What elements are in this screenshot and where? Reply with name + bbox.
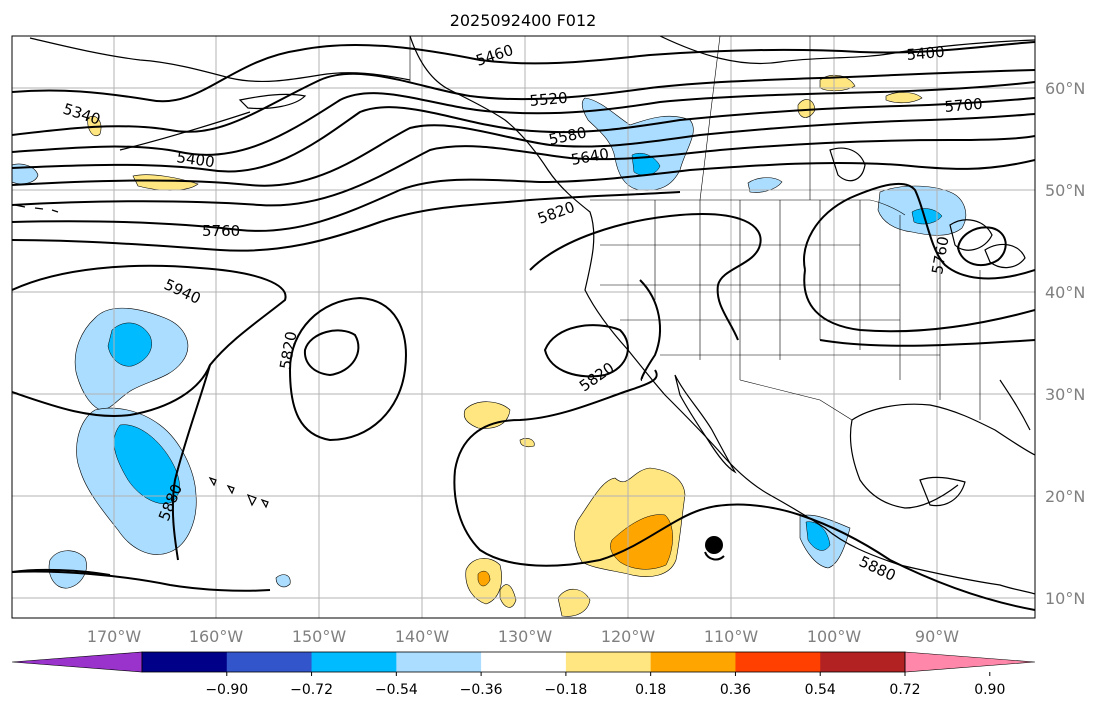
colorbar-bin — [565, 652, 652, 672]
contour-label: 5520 — [529, 89, 569, 110]
colorbar-tick-label: 0.36 — [720, 682, 751, 698]
colorbar-bin — [650, 652, 736, 672]
colorbar-extend-low — [11, 651, 143, 673]
longitude-labels: 170°W 160°W 150°W 140°W 130°W 120°W 110°W 100°W… — [87, 627, 959, 646]
colorbar-extend-high — [904, 651, 1036, 673]
longitude-label: 100°W — [807, 627, 862, 646]
colorbar-tick-label: −0.90 — [205, 682, 248, 698]
neg-anomaly-region — [48, 550, 87, 589]
colorbar-tick-label: 0.72 — [889, 682, 920, 698]
pos-anomaly-region — [885, 92, 923, 104]
colorbar-tick-label: −0.72 — [290, 682, 333, 698]
longitude-label: 120°W — [601, 627, 656, 646]
colorbar-tick-label: 0.90 — [974, 682, 1005, 698]
pos-anomaly-region — [519, 438, 535, 448]
latitude-label: 40°N — [1045, 283, 1085, 302]
latitude-label: 20°N — [1045, 487, 1085, 506]
map-title: 2025092400 F012 — [450, 11, 597, 30]
colorbar: −0.90 −0.72 −0.54 −0.36 −0.18 0.18 0.36 0.54 0.7… — [11, 651, 1036, 698]
longitude-label: 110°W — [704, 627, 759, 646]
contour-label: 5700 — [944, 95, 984, 116]
neg-anomaly-region — [747, 177, 783, 193]
height-contours — [12, 41, 1035, 611]
neg-anomaly-region — [12, 163, 39, 185]
latitude-label: 30°N — [1045, 385, 1085, 404]
contour-label: 5760 — [202, 222, 240, 240]
contour-label: 5400 — [906, 43, 946, 64]
lat-lon-grid — [12, 36, 1035, 618]
colorbar-bin — [481, 652, 567, 672]
colorbar-bin — [142, 652, 228, 672]
latitude-label: 50°N — [1045, 181, 1085, 200]
colorbar-bin — [226, 652, 313, 672]
longitude-label: 150°W — [292, 627, 347, 646]
colorbar-outline — [141, 651, 906, 673]
map-frame — [11, 35, 1036, 619]
latitude-label: 60°N — [1045, 79, 1085, 98]
pos-anomaly-region — [557, 588, 591, 617]
neg-anomaly-core — [805, 521, 831, 551]
storm-marker — [704, 536, 725, 561]
latitude-labels: 60°N 50°N 40°N 30°N 20°N 10°N — [1045, 79, 1085, 608]
pos-anomaly-core — [477, 570, 491, 587]
colorbar-bin — [820, 652, 906, 672]
colorbar-bin — [735, 652, 821, 672]
colorbar-bin — [311, 652, 397, 672]
neg-anomaly-region — [581, 97, 694, 191]
political-borders — [409, 36, 981, 421]
pos-anomaly-region — [819, 74, 856, 92]
colorbar-tick-label: −0.54 — [375, 682, 418, 698]
colorbar-tick-label: 0.18 — [635, 682, 666, 698]
longitude-label: 140°W — [395, 627, 450, 646]
colorbar-tick-label: −0.18 — [544, 682, 587, 698]
pos-anomaly-region — [132, 174, 199, 191]
contour-label: 5400 — [175, 148, 215, 171]
longitude-label: 130°W — [498, 627, 553, 646]
longitude-label: 160°W — [189, 627, 244, 646]
neg-anomaly-region — [275, 574, 291, 588]
colorbar-tick-label: −0.36 — [460, 682, 503, 698]
colorbar-bin — [396, 652, 482, 672]
pos-anomaly-region — [499, 584, 517, 608]
latitude-label: 10°N — [1045, 589, 1085, 608]
longitude-label: 170°W — [87, 627, 142, 646]
longitude-label: 90°W — [915, 627, 959, 646]
colorbar-tick-label: 0.54 — [805, 682, 836, 698]
